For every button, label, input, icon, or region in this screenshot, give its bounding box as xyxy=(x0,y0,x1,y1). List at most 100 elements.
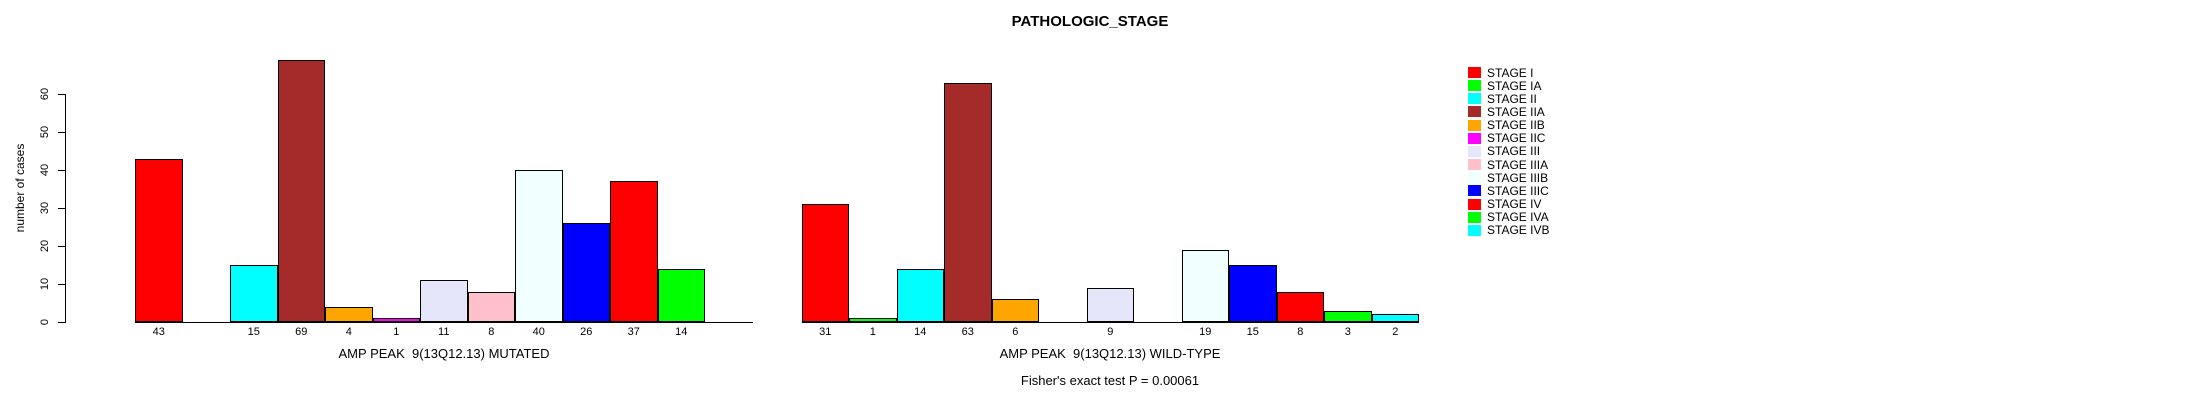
legend-item-stage-ia: STAGE IA xyxy=(1468,78,1542,93)
legend-swatch-icon xyxy=(1468,224,1481,236)
bar-value-label: 15 xyxy=(247,326,260,338)
bar-value-label: 9 xyxy=(1107,326,1114,338)
legend-swatch-icon xyxy=(1468,119,1481,131)
bar-mutated-stage-iib xyxy=(325,307,373,322)
bar-wild-type-stage-i xyxy=(801,204,849,322)
legend-swatch-icon xyxy=(1468,211,1481,223)
legend-item-label: STAGE IVA xyxy=(1487,210,1549,225)
y-axis-label: number of cases xyxy=(13,143,27,233)
y-tick-label: 10 xyxy=(39,277,51,291)
bar-value-label: 6 xyxy=(1012,326,1019,338)
y-tick-mark xyxy=(58,283,65,285)
bar-value-label: 8 xyxy=(488,326,495,338)
legend-item-label: STAGE II xyxy=(1487,91,1537,106)
bar-wild-type-stage-iiic xyxy=(1229,265,1277,322)
x-axis-label-wild-type: AMP PEAK 9(13Q12.13) WILD-TYPE xyxy=(999,346,1221,361)
legend-item-label: STAGE IV xyxy=(1487,197,1542,211)
bar-wild-type-stage-ii xyxy=(896,269,944,322)
bar-mutated-stage-ii xyxy=(230,265,278,322)
legend-item-stage-iva: STAGE IVA xyxy=(1468,210,1549,225)
legend-item-label: STAGE IIIC xyxy=(1487,183,1549,198)
bar-mutated-stage-iii xyxy=(420,280,468,322)
legend-item-label: STAGE IIB xyxy=(1487,118,1545,133)
legend-item-stage-iiib: STAGE IIIB xyxy=(1468,170,1549,185)
x-axis-label-mutated: AMP PEAK 9(13Q12.13) MUTATED xyxy=(338,346,550,361)
x-axis-baseline xyxy=(135,322,753,323)
bar-value-label: 14 xyxy=(914,326,927,338)
bar-wild-type-stage-iii xyxy=(1086,288,1134,322)
y-tick-label: 40 xyxy=(39,163,51,177)
bar-mutated-stage-iic xyxy=(372,318,420,322)
bar-value-label: 11 xyxy=(438,326,450,338)
legend-swatch-icon xyxy=(1468,159,1481,171)
legend-swatch-icon xyxy=(1468,145,1481,157)
legend-swatch-icon xyxy=(1468,185,1481,197)
bar-wild-type-stage-iiib xyxy=(1181,250,1229,322)
legend-item-label: STAGE IIC xyxy=(1487,131,1546,146)
legend-item-label: STAGE IVB xyxy=(1487,223,1550,238)
bar-mutated-stage-iia xyxy=(277,60,325,322)
legend-item-stage-iii: STAGE III xyxy=(1468,144,1541,159)
bar-wild-type-stage-iib xyxy=(991,299,1039,322)
legend-swatch-icon xyxy=(1468,172,1481,184)
y-tick-label: 20 xyxy=(39,239,51,253)
bar-value-label: 69 xyxy=(295,326,308,338)
bar-mutated-stage-iiic xyxy=(562,223,610,322)
legend-swatch-icon xyxy=(1468,93,1481,105)
bar-mutated-stage-i xyxy=(135,159,183,322)
bar-value-label: 43 xyxy=(152,326,165,338)
x-axis-baseline xyxy=(801,322,1419,323)
bar-mutated-stage-iva xyxy=(657,269,705,322)
y-tick-label: 60 xyxy=(39,87,51,101)
bar-value-label: 3 xyxy=(1344,326,1351,338)
legend-swatch-icon xyxy=(1468,132,1481,144)
legend-item-stage-i: STAGE I xyxy=(1468,65,1534,80)
y-tick-mark xyxy=(58,131,65,133)
bar-value-label: 37 xyxy=(627,326,640,338)
legend-item-stage-iv: STAGE IV xyxy=(1468,197,1542,211)
bar-wild-type-stage-iv xyxy=(1276,292,1324,322)
bar-value-label: 15 xyxy=(1246,326,1259,338)
legend-item-label: STAGE IIA xyxy=(1487,104,1545,119)
y-tick-label: 50 xyxy=(39,125,51,139)
bar-value-label: 1 xyxy=(869,326,876,338)
legend-item-label: STAGE IIIB xyxy=(1487,170,1549,185)
y-tick-mark xyxy=(58,245,65,247)
y-tick-mark xyxy=(58,207,65,209)
legend-item-stage-iic: STAGE IIC xyxy=(1468,131,1546,146)
bar-value-label: 14 xyxy=(675,326,688,338)
page-title: PATHOLOGIC_STAGE xyxy=(1011,13,1169,30)
bar-value-label: 8 xyxy=(1297,326,1304,338)
legend-swatch-icon xyxy=(1468,198,1481,210)
bar-wild-type-stage-iia xyxy=(944,83,992,322)
bar-value-label: 40 xyxy=(532,326,545,338)
legend-item-stage-iia: STAGE IIA xyxy=(1468,104,1545,119)
bar-value-label: 1 xyxy=(393,326,400,338)
legend-item-stage-iib: STAGE IIB xyxy=(1468,118,1545,133)
bar-wild-type-stage-ia xyxy=(849,318,897,322)
bar-value-label: 63 xyxy=(961,326,974,338)
legend-item-label: STAGE IA xyxy=(1487,78,1542,93)
bar-mutated-stage-iiia xyxy=(467,292,515,322)
legend-item-stage-iiia: STAGE IIIA xyxy=(1468,157,1549,172)
legend-item-stage-iiic: STAGE IIIC xyxy=(1468,183,1549,198)
y-tick-mark xyxy=(58,169,65,171)
bar-wild-type-stage-iva xyxy=(1324,311,1372,322)
bar-mutated-stage-iv xyxy=(610,181,658,322)
y-tick-label: 0 xyxy=(39,318,51,326)
bar-mutated-stage-iiib xyxy=(515,170,563,322)
y-tick-label: 30 xyxy=(39,201,51,215)
legend-swatch-icon xyxy=(1468,106,1481,118)
y-tick-mark xyxy=(58,93,65,95)
legend-item-label: STAGE IIIA xyxy=(1487,157,1549,172)
bar-value-label: 31 xyxy=(819,326,832,338)
bar-value-label: 4 xyxy=(345,326,352,338)
legend-item-label: STAGE III xyxy=(1487,144,1541,159)
bar-value-label: 19 xyxy=(1199,326,1212,338)
legend-item-label: STAGE I xyxy=(1487,65,1534,80)
legend-swatch-icon xyxy=(1468,80,1481,92)
bar-wild-type-stage-ivb xyxy=(1371,314,1419,322)
bar-value-label: 2 xyxy=(1392,326,1399,338)
fisher-test-note: Fisher's exact test P = 0.00061 xyxy=(1020,373,1200,388)
